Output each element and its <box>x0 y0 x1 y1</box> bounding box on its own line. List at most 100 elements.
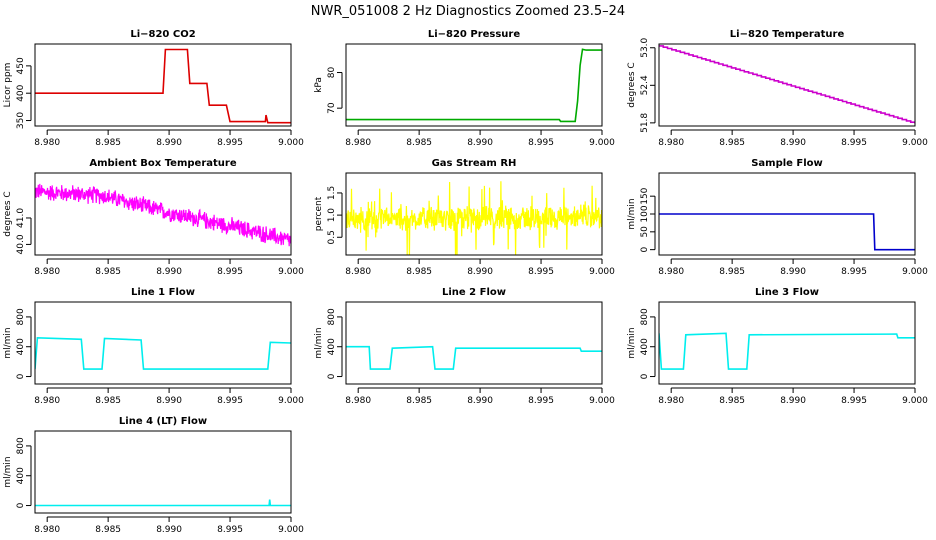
y-tick-label: 350 <box>16 112 26 129</box>
series-line-co2 <box>35 48 291 124</box>
chart-title: Sample Flow <box>751 158 823 169</box>
x-tick-label: 8.990 <box>467 396 493 406</box>
chart-panel-line3: Line 3 Flow 8.980 8.985 8.990 8.995 9.000 0 400… <box>627 287 928 406</box>
x-tick-label: 8.985 <box>406 396 432 406</box>
x-tick-label: 8.990 <box>780 396 806 406</box>
chart-title: Li−820 CO2 <box>130 29 195 40</box>
series-line-line4 <box>35 499 291 507</box>
x-tick-label: 9.000 <box>278 138 304 148</box>
chart-panel-pressure: Li−820 Pressure 8.980 8.985 8.990 8.995 9.000… <box>314 29 615 148</box>
x-tick-label: 8.980 <box>345 138 371 148</box>
plot-frame <box>34 430 292 514</box>
x-tick-label: 8.985 <box>406 267 432 277</box>
y-tick-label: 40.0 <box>16 234 26 254</box>
x-tick-label: 8.990 <box>156 267 182 277</box>
x-tick-label: 8.980 <box>658 396 684 406</box>
x-tick-label: 9.000 <box>278 525 304 535</box>
x-tick-label: 8.985 <box>719 267 745 277</box>
y-axis-label: degrees C <box>627 62 637 107</box>
plot-frame <box>34 172 292 256</box>
plot-frame <box>658 301 916 385</box>
x-tick-label: 8.985 <box>406 138 432 148</box>
y-tick-label: 0 <box>640 247 650 253</box>
chart-title: Gas Stream RH <box>432 158 517 169</box>
series-line-pressure <box>346 48 602 123</box>
x-tick-label: 8.990 <box>780 267 806 277</box>
y-axis-label: ml/min <box>3 327 13 358</box>
chart-title: Li−820 Pressure <box>428 29 521 40</box>
x-tick-label: 8.980 <box>658 138 684 148</box>
y-axis-label: degrees C <box>3 191 13 236</box>
chart-title: Line 4 (LT) Flow <box>119 416 207 427</box>
plot-frame <box>345 172 603 256</box>
series-line-line2 <box>346 345 602 370</box>
chart-title: Li−820 Temperature <box>730 29 845 40</box>
y-tick-label: 0 <box>16 373 26 379</box>
y-axis-label: Licor ppm <box>3 63 13 108</box>
plot-frame <box>34 43 292 127</box>
y-tick-label: 400 <box>327 338 337 355</box>
x-tick-label: 8.990 <box>156 525 182 535</box>
y-tick-label: 150 <box>640 187 650 204</box>
x-tick-label: 8.980 <box>34 138 60 148</box>
y-axis-label: percent <box>314 196 324 231</box>
y-tick-label: 70 <box>327 102 337 114</box>
x-tick-label: 8.980 <box>34 396 60 406</box>
series-line-line1 <box>35 336 291 370</box>
x-tick-label: 8.985 <box>95 396 121 406</box>
y-tick-label: 50 <box>640 226 650 238</box>
x-tick-label: 8.980 <box>345 267 371 277</box>
y-tick-label: 0 <box>327 373 337 379</box>
chart-panel-licor_temp: Li−820 Temperature 8.980 8.985 8.990 8.995 9.… <box>627 29 928 148</box>
plot-frame <box>345 301 603 385</box>
plot-frame <box>658 172 916 256</box>
x-tick-label: 9.000 <box>902 138 928 148</box>
x-tick-label: 8.995 <box>217 525 243 535</box>
x-tick-label: 8.995 <box>841 396 867 406</box>
x-tick-label: 8.990 <box>467 138 493 148</box>
x-tick-label: 8.995 <box>841 138 867 148</box>
chart-title: Line 3 Flow <box>755 287 819 298</box>
series-line-rh <box>346 181 602 255</box>
chart-panel-line2: Line 2 Flow 8.980 8.985 8.990 8.995 9.000 0 400… <box>314 287 615 406</box>
plot-frame <box>34 301 292 385</box>
y-tick-label: 0 <box>640 373 650 379</box>
y-tick-label: 80 <box>327 67 337 79</box>
y-axis-label: kPa <box>314 77 324 93</box>
chart-panel-rh: Gas Stream RH 8.980 8.985 8.990 8.995 9.000 0.… <box>314 158 615 277</box>
series-line-line3 <box>659 332 915 370</box>
y-tick-label: 400 <box>16 467 26 484</box>
x-tick-label: 8.980 <box>658 267 684 277</box>
x-tick-label: 8.995 <box>217 396 243 406</box>
chart-title: Ambient Box Temperature <box>89 158 236 169</box>
x-tick-label: 9.000 <box>278 396 304 406</box>
y-tick-label: 0.5 <box>327 230 337 244</box>
chart-panel-line4: Line 4 (LT) Flow 8.980 8.985 8.990 8.995 9.00… <box>3 416 304 535</box>
y-tick-label: 52.4 <box>640 75 650 95</box>
x-tick-label: 8.985 <box>95 138 121 148</box>
y-tick-label: 800 <box>327 308 337 325</box>
x-tick-label: 8.995 <box>528 267 554 277</box>
y-tick-label: 400 <box>640 338 650 355</box>
y-tick-label: 53.0 <box>640 37 650 57</box>
x-tick-label: 8.985 <box>719 396 745 406</box>
y-tick-label: 800 <box>640 308 650 325</box>
chart-panel-sample_flow: Sample Flow 8.980 8.985 8.990 8.995 9.000 0 50 1… <box>627 158 928 277</box>
x-tick-label: 9.000 <box>589 138 615 148</box>
plot-frame <box>658 43 916 127</box>
x-tick-label: 8.995 <box>528 138 554 148</box>
y-tick-label: 400 <box>16 338 26 355</box>
x-tick-label: 9.000 <box>589 396 615 406</box>
series-line-sample_flow <box>659 213 915 251</box>
x-tick-label: 9.000 <box>278 267 304 277</box>
y-tick-label: 100 <box>640 205 650 222</box>
x-tick-label: 8.980 <box>345 396 371 406</box>
x-tick-label: 8.995 <box>528 396 554 406</box>
y-tick-label: 0 <box>16 502 26 508</box>
series-line-box_temp <box>35 183 291 247</box>
y-tick-label: 1.0 <box>327 208 337 223</box>
chart-panel-line1: Line 1 Flow 8.980 8.985 8.990 8.995 9.000 0 400… <box>3 287 304 406</box>
x-tick-label: 8.985 <box>719 138 745 148</box>
y-tick-label: 800 <box>16 308 26 325</box>
